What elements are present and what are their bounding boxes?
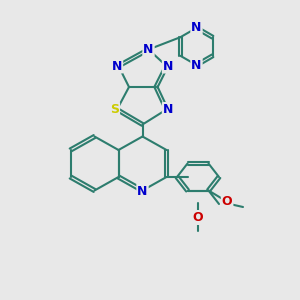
Text: N: N: [143, 43, 154, 56]
Text: N: N: [137, 184, 148, 198]
Text: N: N: [191, 21, 202, 34]
Text: N: N: [163, 103, 173, 116]
Text: N: N: [163, 59, 173, 73]
Text: O: O: [193, 211, 203, 224]
Text: N: N: [191, 58, 202, 72]
Text: S: S: [110, 103, 119, 116]
Text: N: N: [112, 59, 122, 73]
Text: O: O: [222, 195, 232, 208]
